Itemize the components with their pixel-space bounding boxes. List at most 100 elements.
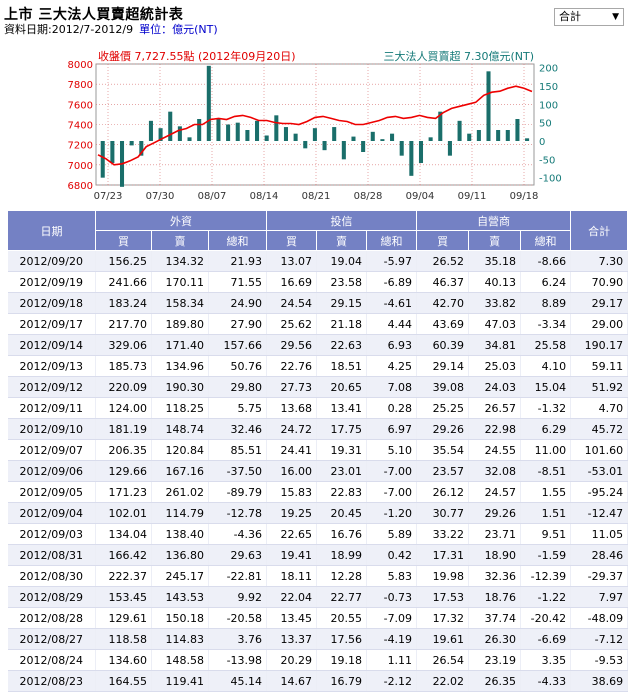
- col-header-trust-sell[interactable]: 賣: [316, 230, 368, 251]
- y-right-tick-label: 100: [539, 100, 558, 111]
- col-header-total[interactable]: 合計: [570, 210, 629, 251]
- cell-trust-buy: 22.76: [266, 355, 318, 377]
- cell-dealer-buy: 19.98: [416, 565, 470, 587]
- cell-foreign-sell: 150.18: [151, 607, 209, 629]
- cell-trust-buy: 13.45: [266, 607, 318, 629]
- cell-foreign-sell: 120.84: [151, 439, 209, 461]
- cell-foreign-net: 85.51: [208, 439, 268, 461]
- cell-foreign-buy: 206.35: [95, 439, 152, 461]
- x-tick-label: 07/23: [94, 191, 123, 202]
- bar-net-trade: [206, 65, 211, 141]
- cell-dealer-net: -1.59: [520, 544, 572, 566]
- table-row: 2012/09/10 181.19 148.74 32.46 24.72 17.75 6.9…: [7, 418, 629, 440]
- y-left-tick-label: 6800: [68, 181, 93, 192]
- cell-trust-net: -7.00: [366, 481, 418, 503]
- cell-foreign-sell: 148.58: [151, 649, 209, 671]
- cell-trust-net: -2.12: [366, 670, 418, 692]
- table-subheader-row: 買 賣 總和 買 賣 總和 買 賣 總和: [8, 230, 628, 251]
- bar-net-trade: [216, 119, 221, 141]
- cell-foreign-net: -37.50: [208, 460, 268, 482]
- cell-foreign-buy: 171.23: [95, 481, 152, 503]
- table-row: 2012/09/06 129.66 167.16 -37.50 16.00 23.01 -7…: [7, 460, 629, 482]
- col-header-dealer-sell[interactable]: 賣: [468, 230, 522, 251]
- cell-foreign-buy: 124.00: [95, 397, 152, 419]
- cell-foreign-sell: 134.96: [151, 355, 209, 377]
- bar-net-trade: [235, 122, 240, 141]
- cell-foreign-buy: 153.45: [95, 586, 152, 608]
- cell-trust-buy: 14.67: [266, 670, 318, 692]
- bar-net-trade: [380, 139, 385, 141]
- col-header-foreign-buy[interactable]: 買: [95, 230, 152, 251]
- cell-dealer-buy: 42.70: [416, 292, 470, 314]
- cell-date: 2012/08/29: [7, 586, 96, 608]
- table-header-row: 日期 外資 投信 自營商 合計: [7, 210, 629, 251]
- bar-net-trade: [341, 141, 346, 160]
- bar-net-trade: [322, 141, 327, 151]
- table-row: 2012/09/03 134.04 138.40 -4.36 22.65 16.76 5.8…: [7, 523, 629, 545]
- table-row: 2012/09/14 329.06 171.40 157.66 29.56 22.63 6.…: [7, 334, 629, 356]
- cell-date: 2012/08/31: [7, 544, 96, 566]
- bar-net-trade: [245, 130, 250, 141]
- col-header-dealer-net[interactable]: 總和: [520, 230, 572, 251]
- cell-trust-buy: 15.83: [266, 481, 318, 503]
- cell-foreign-sell: 136.80: [151, 544, 209, 566]
- cell-trust-buy: 13.07: [266, 250, 318, 272]
- cell-trust-buy: 19.25: [266, 502, 318, 524]
- cell-dealer-sell: 24.03: [468, 376, 522, 398]
- cell-trust-net: -7.00: [366, 460, 418, 482]
- cell-total: -7.12: [570, 628, 629, 650]
- cell-foreign-sell: 134.32: [151, 250, 209, 272]
- col-header-foreign-net[interactable]: 總和: [207, 230, 268, 251]
- cell-foreign-sell: 119.41: [151, 670, 209, 692]
- bar-net-trade: [505, 130, 510, 141]
- col-header-foreign-sell[interactable]: 賣: [151, 230, 209, 251]
- bar-net-trade: [457, 120, 462, 141]
- cell-foreign-sell: 190.30: [151, 376, 209, 398]
- cell-dealer-buy: 26.54: [416, 649, 470, 671]
- cell-total: 45.72: [570, 418, 629, 440]
- cell-dealer-net: 3.35: [520, 649, 572, 671]
- cell-foreign-net: -12.78: [208, 502, 268, 524]
- cell-total: 7.30: [570, 250, 629, 272]
- cell-total: -95.24: [570, 481, 629, 503]
- close-price-line: [97, 85, 533, 166]
- cell-foreign-sell: 148.74: [151, 418, 209, 440]
- cell-dealer-sell: 37.74: [468, 607, 522, 629]
- cell-dealer-sell: 24.57: [468, 481, 522, 503]
- cell-dealer-buy: 26.52: [416, 250, 470, 272]
- cell-trust-net: 5.10: [366, 439, 418, 461]
- table-row: 2012/09/20 156.25 134.32 21.93 13.07 19.04 -5.…: [7, 250, 629, 272]
- col-header-trust-buy[interactable]: 買: [266, 230, 318, 251]
- cell-total: -9.53: [570, 649, 629, 671]
- bar-net-trade: [525, 138, 530, 141]
- cell-dealer-net: 9.51: [520, 523, 572, 545]
- bar-net-trade: [274, 115, 279, 141]
- cell-dealer-net: -20.42: [520, 607, 572, 629]
- cell-foreign-net: -4.36: [208, 523, 268, 545]
- page-title: 上市 三大法人買賣超統計表: [4, 7, 184, 23]
- category-select[interactable]: 合計 ▼: [554, 8, 624, 26]
- cell-foreign-net: 45.14: [208, 670, 268, 692]
- cell-trust-sell: 17.56: [316, 628, 368, 650]
- col-header-trust-net[interactable]: 總和: [366, 230, 418, 251]
- cell-foreign-buy: 102.01: [95, 502, 152, 524]
- cell-foreign-net: 27.90: [208, 313, 268, 335]
- table-row: 2012/09/13 185.73 134.96 50.76 22.76 18.51 4.2…: [7, 355, 629, 377]
- cell-dealer-sell: 34.81: [468, 334, 522, 356]
- cell-date: 2012/09/07: [7, 439, 96, 461]
- table-row: 2012/09/19 241.66 170.11 71.55 16.69 23.58 -6.…: [7, 271, 629, 293]
- col-header-dealer-buy[interactable]: 買: [416, 230, 470, 251]
- col-header-date[interactable]: 日期: [7, 210, 96, 251]
- cell-trust-net: 1.11: [366, 649, 418, 671]
- bar-net-trade: [129, 141, 134, 146]
- cell-dealer-buy: 17.53: [416, 586, 470, 608]
- cell-trust-sell: 18.99: [316, 544, 368, 566]
- cell-dealer-buy: 29.14: [416, 355, 470, 377]
- trade-chart: 8000 7800 7600 7400 7200 7000 6800 200 150 100 50 0…: [68, 49, 562, 202]
- cell-dealer-buy: 30.77: [416, 502, 470, 524]
- cell-dealer-net: -1.22: [520, 586, 572, 608]
- cell-trust-net: -5.97: [366, 250, 418, 272]
- cell-foreign-net: 50.76: [208, 355, 268, 377]
- cell-date: 2012/09/04: [7, 502, 96, 524]
- cell-foreign-sell: 167.16: [151, 460, 209, 482]
